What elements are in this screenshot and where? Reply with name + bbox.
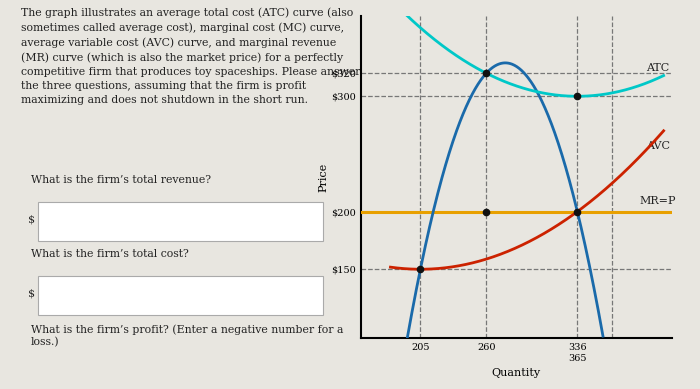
Text: ATC: ATC xyxy=(646,63,669,73)
Text: $: $ xyxy=(27,289,35,299)
Y-axis label: Price: Price xyxy=(318,162,328,192)
Text: MR=P: MR=P xyxy=(639,196,676,206)
X-axis label: Quantity: Quantity xyxy=(491,368,541,378)
Text: $: $ xyxy=(27,215,35,225)
Text: AVC: AVC xyxy=(645,141,670,151)
Text: What is the firm’s total revenue?: What is the firm’s total revenue? xyxy=(31,175,211,185)
Text: What is the firm’s total cost?: What is the firm’s total cost? xyxy=(31,249,189,259)
Text: What is the firm’s profit? (Enter a negative number for a
loss.): What is the firm’s profit? (Enter a nega… xyxy=(31,325,344,347)
FancyBboxPatch shape xyxy=(38,276,323,315)
Text: The graph illustrates an average total cost (ATC) curve (also
sometimes called a: The graph illustrates an average total c… xyxy=(21,8,360,105)
FancyBboxPatch shape xyxy=(38,202,323,241)
